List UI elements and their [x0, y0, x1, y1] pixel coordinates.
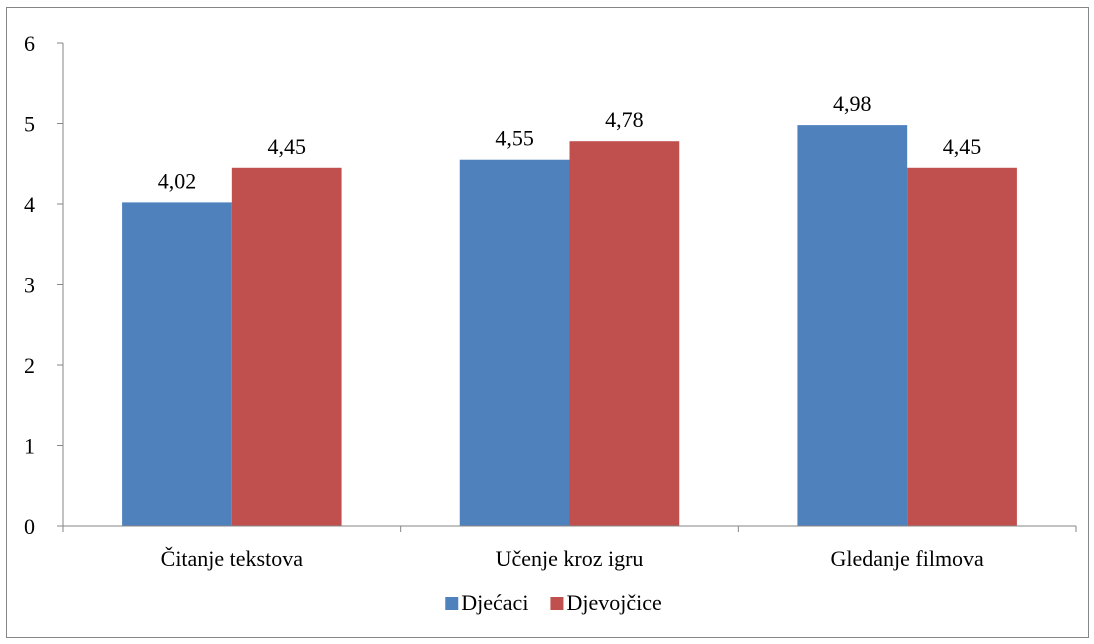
data-label: 4,45 — [267, 134, 306, 159]
x-tick-label: Gledanje filmova — [830, 546, 984, 571]
bar — [459, 159, 570, 526]
y-tick-label: 4 — [24, 192, 35, 217]
data-label: 4,02 — [158, 168, 197, 193]
legend-label: Djećaci — [461, 590, 528, 615]
y-tick-label: 6 — [24, 31, 35, 56]
legend-label: Djevojčice — [566, 590, 661, 615]
y-tick-label: 3 — [24, 273, 35, 298]
x-tick-label: Učenje kroz igru — [496, 546, 644, 571]
data-label: 4,78 — [605, 107, 644, 132]
y-tick-label: 0 — [24, 514, 35, 539]
legend-swatch — [445, 597, 459, 610]
y-axis: 0 1 2 3 4 5 6 — [24, 31, 64, 539]
data-label: 4,45 — [943, 134, 982, 159]
bar — [569, 141, 680, 526]
y-tick-label: 2 — [24, 353, 35, 378]
data-label: 4,55 — [495, 126, 534, 151]
legend-swatch — [550, 597, 564, 610]
bar — [122, 202, 232, 526]
legend: Djećaci Djevojčice — [445, 590, 662, 615]
bars: 4,02 4,45 4,55 4,78 4,98 4,45 — [122, 91, 1017, 527]
y-tick-label: 1 — [24, 434, 35, 459]
bar — [231, 167, 342, 526]
bar — [797, 125, 908, 527]
x-tick-label: Čitanje tekstova — [161, 546, 304, 571]
x-axis: Čitanje tekstova Učenje kroz igru Gledanje… — [62, 525, 1077, 571]
bar — [907, 167, 1017, 526]
data-label: 4,98 — [833, 91, 872, 116]
y-tick-label: 5 — [24, 112, 35, 137]
